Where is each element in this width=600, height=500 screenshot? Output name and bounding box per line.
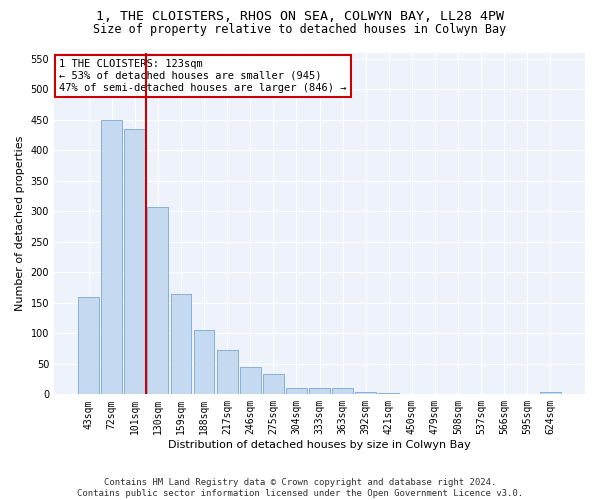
Bar (332, 388, 353, 394)
Bar (170, 294, 191, 394)
Bar (309, 388, 330, 394)
Bar (263, 374, 284, 394)
Bar (286, 388, 307, 394)
Bar (194, 330, 214, 394)
Bar (379, 393, 399, 394)
Bar (101, 120, 122, 394)
Text: 1, THE CLOISTERS, RHOS ON SEA, COLWYN BAY, LL28 4PW: 1, THE CLOISTERS, RHOS ON SEA, COLWYN BA… (96, 10, 504, 23)
Bar (355, 392, 376, 394)
X-axis label: Distribution of detached houses by size in Colwyn Bay: Distribution of detached houses by size … (168, 440, 471, 450)
Bar (540, 392, 561, 394)
Bar (124, 129, 145, 394)
Bar (78, 296, 99, 394)
Bar (217, 350, 238, 395)
Y-axis label: Number of detached properties: Number of detached properties (15, 136, 25, 311)
Text: 1 THE CLOISTERS: 123sqm
← 53% of detached houses are smaller (945)
47% of semi-d: 1 THE CLOISTERS: 123sqm ← 53% of detache… (59, 60, 347, 92)
Text: Contains HM Land Registry data © Crown copyright and database right 2024.
Contai: Contains HM Land Registry data © Crown c… (77, 478, 523, 498)
Text: Size of property relative to detached houses in Colwyn Bay: Size of property relative to detached ho… (94, 22, 506, 36)
Bar (148, 207, 168, 394)
Bar (240, 367, 260, 394)
